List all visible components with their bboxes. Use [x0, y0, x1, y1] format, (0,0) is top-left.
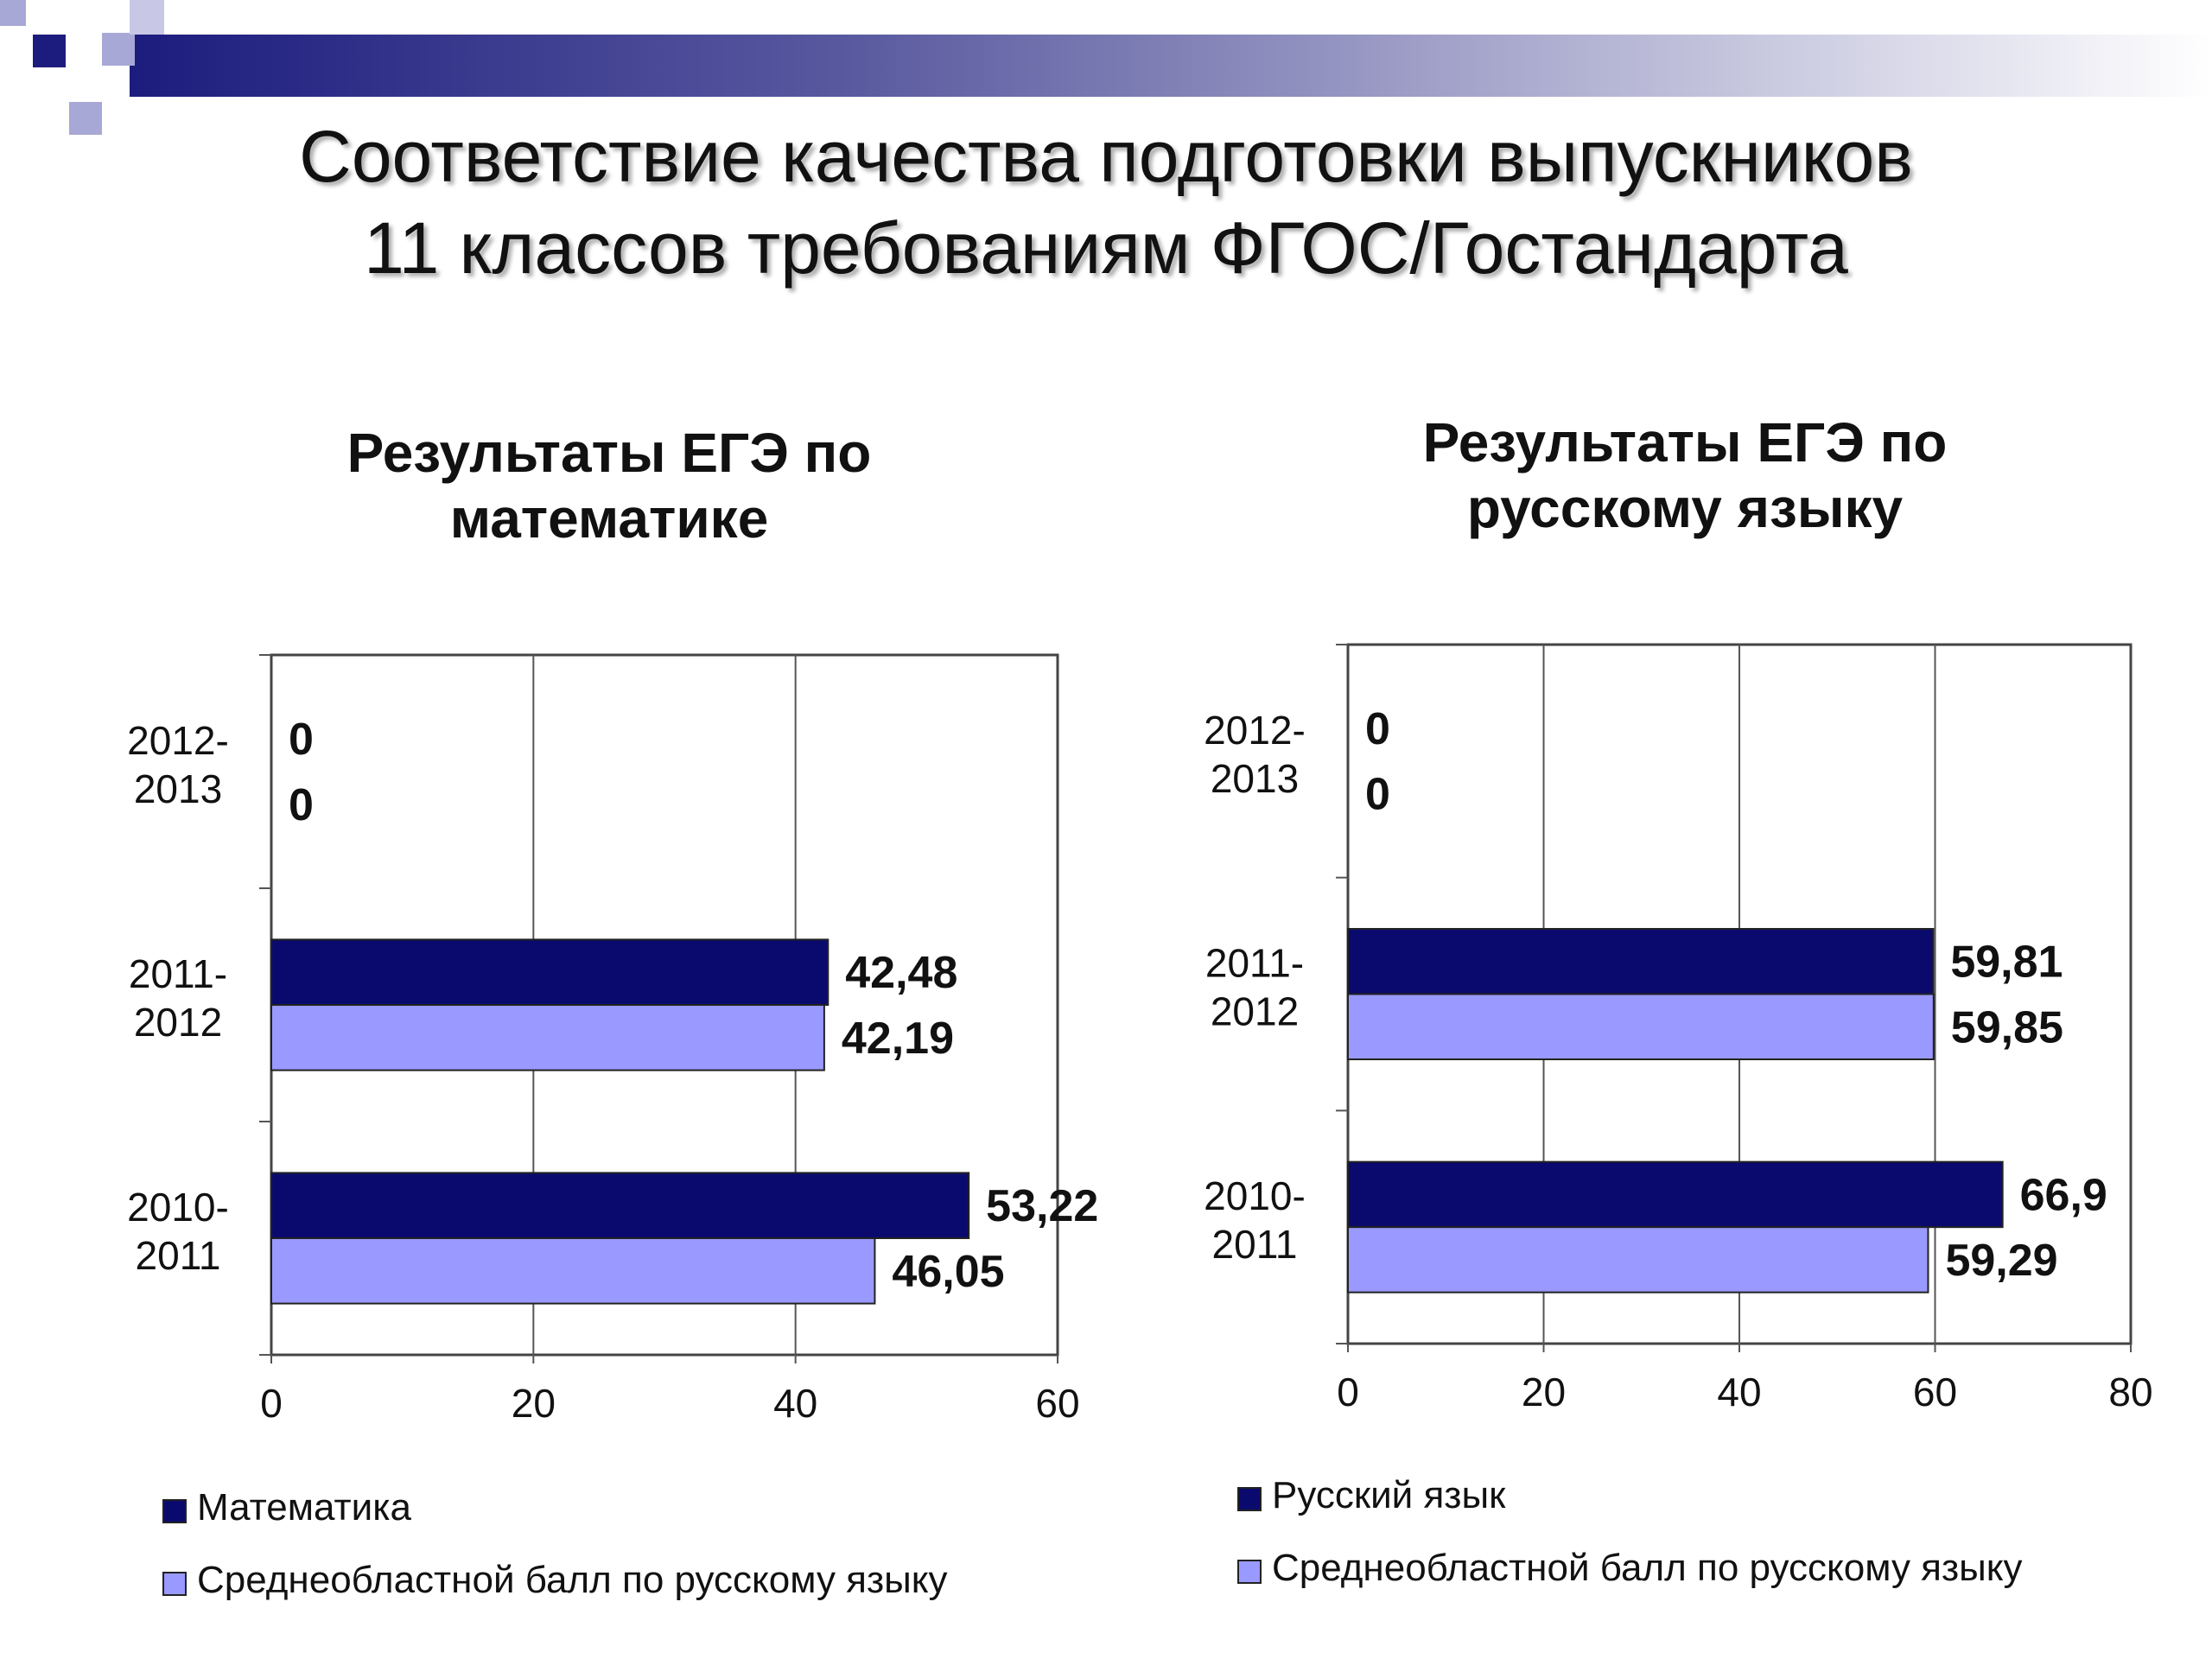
russian-x-tick-label: 40	[1717, 1370, 1761, 1414]
russian-data-label: 59,29	[1945, 1236, 2057, 1286]
russian-x-tick-label: 0	[1337, 1370, 1359, 1414]
math-x-tick-label: 40	[773, 1381, 817, 1426]
legend-label-math: Математика	[197, 1486, 411, 1529]
math-bar-subject	[270, 938, 830, 1007]
legend-label-russian: Русский язык	[1272, 1474, 1506, 1516]
header-gradient-band	[130, 35, 2212, 97]
russian-bar-regional-avg	[1347, 993, 1935, 1061]
math-bar-regional-avg	[270, 1004, 825, 1071]
legend-swatch-regional-avg	[162, 1572, 187, 1596]
math-data-label: 46,05	[892, 1247, 1004, 1297]
russian-data-label: 66,9	[2020, 1170, 2107, 1220]
legend-label-regional-avg: Среднеобластной балл по русскому языку	[197, 1559, 948, 1601]
math-data-label: 0	[289, 715, 314, 765]
russian-bar-subject	[1347, 1160, 2004, 1229]
russian-bar-subject	[1347, 927, 1935, 995]
slide-title: Соответствие качества подготовки выпускн…	[0, 111, 2212, 294]
math-x-tick-label: 20	[512, 1381, 556, 1426]
russian-data-label: 59,81	[1950, 938, 2063, 988]
russian-x-tick-label: 80	[2108, 1370, 2152, 1414]
russian-category-label: 2012-2013	[1204, 708, 1306, 801]
math-chart-title-line1: Результаты ЕГЭ по	[346, 422, 872, 484]
russian-data-label: 0	[1365, 770, 1390, 820]
russian-category-label: 2011-2012	[1205, 941, 1304, 1034]
math-data-label: 42,48	[845, 948, 957, 998]
header-decoration	[0, 0, 2212, 135]
slide-title-line2: 11 классов требованиям ФГОС/Гостандарта	[364, 207, 1848, 289]
decor-square	[0, 0, 26, 26]
math-bar-regional-avg	[270, 1237, 876, 1305]
legend-swatch-regional-avg-2	[1237, 1560, 1262, 1584]
math-bar-subject	[270, 1172, 970, 1240]
math-data-label: 53,22	[986, 1181, 1098, 1231]
russian-chart-title-line1: Результаты ЕГЭ по	[1422, 411, 1948, 474]
legend-label-regional-avg-2: Среднеобластной балл по русскому языку	[1272, 1547, 2023, 1589]
decor-square	[69, 102, 102, 135]
decor-square	[102, 33, 135, 66]
math-category-label: 2012-2013	[127, 718, 229, 811]
math-x-tick-label: 0	[260, 1381, 283, 1426]
math-data-label: 0	[289, 780, 314, 830]
russian-bar-regional-avg	[1347, 1226, 1929, 1294]
math-chart-title-line2: математике	[449, 487, 769, 550]
math-chart-title: Результаты ЕГЭ по математике	[285, 420, 933, 551]
russian-x-tick-label: 20	[1522, 1370, 1566, 1414]
russian-category-label: 2010-2011	[1204, 1173, 1306, 1267]
legend-swatch-russian	[1237, 1487, 1262, 1511]
russian-data-label: 59,85	[1951, 1002, 2063, 1052]
slide-title-line1: Соответствие качества подготовки выпускн…	[299, 116, 1913, 197]
math-data-label: 42,19	[842, 1014, 954, 1064]
decor-square	[33, 35, 66, 67]
russian-chart-title: Результаты ЕГЭ по русскому языку	[1357, 410, 2013, 541]
math-category-label: 2010-2011	[127, 1185, 229, 1278]
russian-data-label: 0	[1365, 704, 1390, 754]
legend-swatch-math	[162, 1499, 187, 1523]
russian-x-tick-label: 60	[1913, 1370, 1957, 1414]
math-category-label: 2011-2012	[129, 951, 227, 1045]
decor-square	[130, 0, 164, 35]
russian-chart-title-line2: русскому языку	[1466, 477, 1904, 539]
math-x-tick-label: 60	[1035, 1381, 1079, 1426]
